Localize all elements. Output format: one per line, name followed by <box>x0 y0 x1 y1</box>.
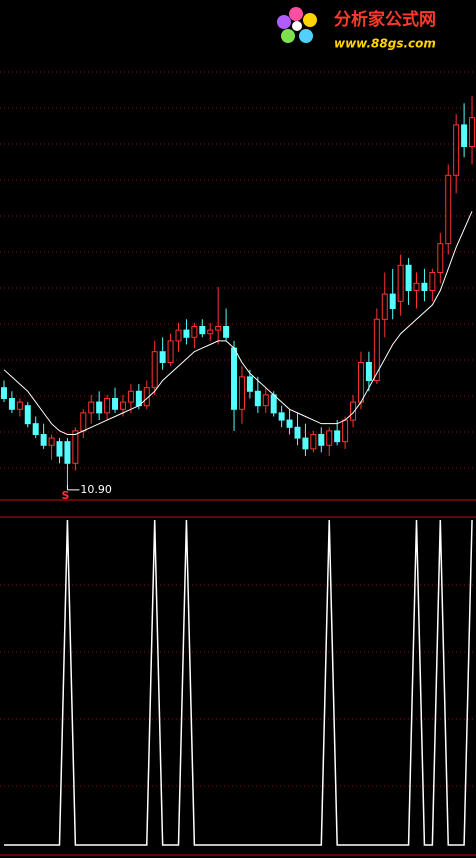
candle-body <box>72 430 79 464</box>
candle-body <box>421 282 428 291</box>
logo-petal <box>281 29 295 43</box>
logo-title: 分析家公式网 <box>334 9 436 30</box>
candle-body <box>48 437 55 446</box>
candle-body <box>342 419 349 443</box>
candle-body <box>32 423 39 435</box>
logo-petal <box>277 15 291 29</box>
logo-petal <box>299 29 313 43</box>
candle-body <box>40 433 47 446</box>
signal-line <box>3 519 473 846</box>
candle-body <box>461 124 468 148</box>
candle-body <box>262 394 269 407</box>
candle-body <box>64 441 71 464</box>
candle-body <box>167 340 174 363</box>
signal-letter: S <box>61 489 69 502</box>
logo <box>277 7 317 43</box>
candle-body <box>397 264 404 302</box>
candle-body <box>429 271 436 291</box>
candle-body <box>199 325 206 335</box>
candle-body <box>365 361 372 381</box>
candle-body <box>8 397 15 410</box>
candle-body <box>238 376 245 410</box>
candle-body <box>231 347 238 410</box>
candle-body <box>254 390 261 407</box>
candle-body <box>96 401 103 414</box>
candle-body <box>127 390 134 403</box>
candle-body <box>373 318 380 381</box>
candle-body <box>469 117 476 148</box>
candle-body <box>413 282 420 291</box>
candle-body <box>286 419 293 428</box>
low-label: 10.90 <box>80 483 112 496</box>
candle-body <box>0 387 7 399</box>
candle-body <box>151 351 158 389</box>
candle-body <box>318 433 325 446</box>
candle-body <box>159 351 166 363</box>
candle-body <box>56 441 63 457</box>
logo-url: www.88gs.com <box>334 37 436 51</box>
candle-body <box>223 325 230 338</box>
candle-body <box>294 426 301 439</box>
candle-body <box>405 264 412 291</box>
candle-body <box>437 243 444 273</box>
candle-body <box>16 401 23 410</box>
candle-body <box>445 174 452 245</box>
candle-body <box>310 433 317 450</box>
candle-body <box>80 412 87 432</box>
logo-petal <box>289 7 303 21</box>
candle-body <box>334 430 341 443</box>
candle-body <box>191 325 198 338</box>
candle-body <box>175 329 182 342</box>
moving-average <box>3 211 473 435</box>
candle-body <box>183 329 190 338</box>
candle-body <box>207 329 214 335</box>
logo-center <box>292 21 302 31</box>
candle-body <box>278 412 285 421</box>
candle-body <box>350 401 357 421</box>
candle-body <box>246 376 253 392</box>
candle-body <box>453 124 460 176</box>
candle-body <box>270 394 277 414</box>
candle-body <box>381 293 388 320</box>
candle-body <box>112 397 119 410</box>
candle-body <box>357 361 364 403</box>
candle-body <box>24 405 31 425</box>
candle-body <box>326 430 333 446</box>
logo-petal <box>303 13 317 27</box>
candle-body <box>215 325 222 331</box>
candle-body <box>88 401 95 414</box>
candle-body <box>119 401 126 410</box>
candle-body <box>389 293 396 309</box>
candle-body <box>104 397 111 414</box>
candle-body <box>302 437 309 450</box>
